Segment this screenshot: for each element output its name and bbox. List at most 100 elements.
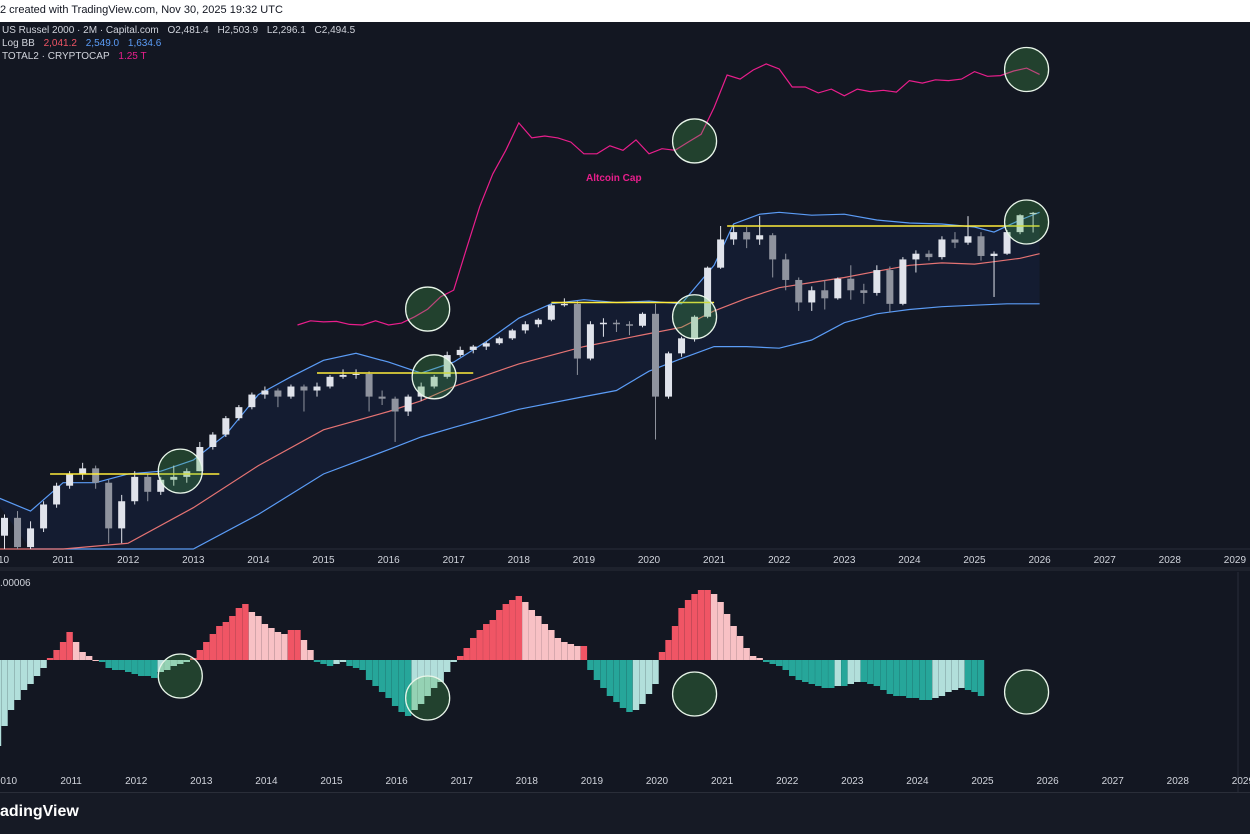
highlight-circle-osc <box>1003 669 1050 715</box>
histogram-bar <box>313 660 321 662</box>
candle-body <box>404 396 412 412</box>
bb-upper-line <box>0 211 1040 512</box>
price-x-tick-label: 2012 <box>117 555 140 566</box>
histogram-bar <box>847 660 855 684</box>
candle-body <box>756 235 764 240</box>
histogram-bar <box>209 634 217 660</box>
osc-x-tick-label: 2016 <box>385 776 408 787</box>
candle-body <box>378 396 386 399</box>
histogram-bar <box>287 630 295 660</box>
histogram-bar <box>118 660 125 670</box>
osc-x-tick-label: 2017 <box>451 776 474 787</box>
price-x-tick-label: 2011 <box>52 555 74 566</box>
histogram-bar <box>138 660 145 676</box>
candle-body <box>417 386 425 397</box>
highlight-circle-osc <box>671 671 718 717</box>
candle-body <box>782 259 790 280</box>
price-x-tick-label: 2016 <box>377 555 400 566</box>
histogram-bar <box>483 624 490 660</box>
histogram-bar <box>678 608 685 660</box>
candle-body <box>860 290 868 293</box>
histogram-bar <box>359 660 366 670</box>
candle-body <box>53 485 61 505</box>
osc-x-tick-label: 2027 <box>1102 776 1125 787</box>
histogram-bar <box>1 660 8 726</box>
histogram-bar <box>27 660 34 684</box>
histogram-bar <box>255 616 262 660</box>
bb-fill <box>0 212 1040 549</box>
chart-svg[interactable]: Altcoin Cap 2010 2011 2012 2013 2014 2015 2016 2… <box>0 22 1250 792</box>
candle-body <box>144 476 152 492</box>
histogram-bar <box>574 646 581 660</box>
histogram-bar <box>736 636 744 660</box>
histogram-bar <box>417 660 425 704</box>
candle-body <box>599 322 607 325</box>
candle-body <box>534 319 542 325</box>
histogram-bar <box>248 612 256 660</box>
candle-body <box>808 290 816 303</box>
histogram-bar <box>92 660 99 661</box>
histogram-bar <box>684 600 692 660</box>
histogram-bar <box>183 660 190 662</box>
candle-body <box>821 290 829 299</box>
candle-body <box>248 394 256 408</box>
price-x-tick-label: 2015 <box>312 555 335 566</box>
candle-body <box>547 305 555 320</box>
histogram-bar <box>470 638 477 660</box>
osc-x-tick-label: 2021 <box>711 776 734 787</box>
candle-body <box>118 501 126 529</box>
histogram-bar <box>743 648 750 660</box>
osc-x-tick-label: 2014 <box>255 776 278 787</box>
highlight-circle-total2 <box>671 118 718 164</box>
histogram-bar <box>652 660 659 684</box>
histogram-bar <box>762 660 770 662</box>
histogram-bar <box>964 660 972 690</box>
histogram-bar <box>906 660 913 698</box>
candle-body <box>1016 215 1024 233</box>
legend-bb-lower: 1,634.6 <box>127 38 162 49</box>
histogram-bar <box>398 660 405 712</box>
histogram-bar <box>326 660 334 666</box>
chart-area[interactable]: Altcoin Cap 2010 2011 2012 2013 2014 2015 2016 2… <box>0 22 1250 792</box>
legend-line-total2: TOTAL2 · CRYPTOCAP 1.25 T <box>2 51 153 62</box>
candle-body <box>157 479 165 492</box>
histogram-bar <box>802 660 809 682</box>
candle-body <box>573 303 581 359</box>
histogram-bar <box>841 660 848 686</box>
histogram-bar <box>606 660 614 696</box>
legend-bb-upper: 2,549.0 <box>85 38 120 49</box>
histogram-bar <box>463 648 470 660</box>
histogram-bar <box>372 660 379 686</box>
histogram-bar <box>72 642 80 660</box>
histogram-bar <box>125 660 132 672</box>
bb-lower-line <box>30 303 1040 550</box>
osc-value-label: .00006 <box>0 578 37 589</box>
histogram-bar <box>723 614 731 660</box>
histogram-bar <box>938 660 946 696</box>
candle-body <box>261 390 269 395</box>
histogram-bar <box>170 660 177 666</box>
histogram-bar <box>658 652 666 660</box>
histogram-bar <box>710 594 718 660</box>
histogram-bar <box>229 616 236 660</box>
candle-body <box>222 418 230 435</box>
histogram-bar <box>14 660 21 700</box>
candle-body <box>300 386 308 391</box>
candle-body <box>14 517 22 548</box>
histogram-bar <box>489 620 496 660</box>
histogram-bar <box>66 632 73 660</box>
osc-x-tick-label: 2024 <box>906 776 929 787</box>
candle-body <box>586 324 594 359</box>
histogram-bar <box>378 660 386 692</box>
candle-body <box>678 338 686 354</box>
histogram-bar <box>977 660 985 696</box>
histogram-bar <box>795 660 802 680</box>
histogram-bar <box>53 650 60 660</box>
candle-body <box>365 373 373 397</box>
histogram-bar <box>756 658 763 660</box>
legend-bb-basis: 2,041.2 <box>43 38 77 49</box>
candle-body <box>691 316 699 339</box>
footer-bar: adingView <box>0 792 1250 834</box>
osc-x-tick-label: 2026 <box>1036 776 1059 787</box>
candle-body <box>743 232 751 240</box>
